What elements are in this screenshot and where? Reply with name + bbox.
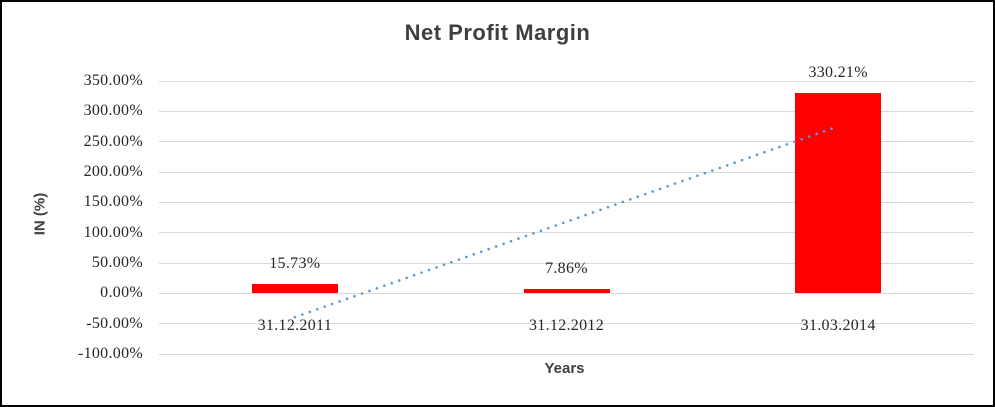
gridline [159,323,974,325]
bar [795,93,882,294]
bar-value-label: 330.21% [808,64,868,81]
x-tick-label: 31.12.2012 [529,317,604,334]
bar [251,283,338,294]
gridline [159,353,974,355]
gridline [159,110,974,112]
chart-title: Net Profit Margin [404,20,591,45]
gridline [159,292,974,294]
trendline [293,125,840,319]
y-tick-label: 150.00% [83,193,143,211]
gridline [159,171,974,173]
bar-value-label: 7.86% [545,259,588,277]
bar [523,288,610,294]
gridline [159,80,974,82]
x-axis-title: Years [544,360,585,377]
x-tick-label: 31.12.2011 [257,317,333,334]
y-tick-label: 100.00% [83,223,143,241]
y-tick-label: 0.00% [100,284,143,302]
gridline [159,232,974,234]
y-tick-label: 350.00% [83,72,143,89]
y-tick-label: -100.00% [77,345,143,362]
y-tick-label: 300.00% [83,102,143,120]
bar-value-label: 15.73% [269,254,321,272]
y-tick-label: 50.00% [91,254,143,271]
y-tick-label: -50.00% [86,314,143,332]
gridline [159,141,974,143]
y-tick-label: 200.00% [83,163,143,180]
gridline [159,201,974,203]
y-tick-label: 250.00% [83,132,143,150]
gridline [159,262,974,264]
x-tick-label: 31.03.2014 [800,317,876,334]
